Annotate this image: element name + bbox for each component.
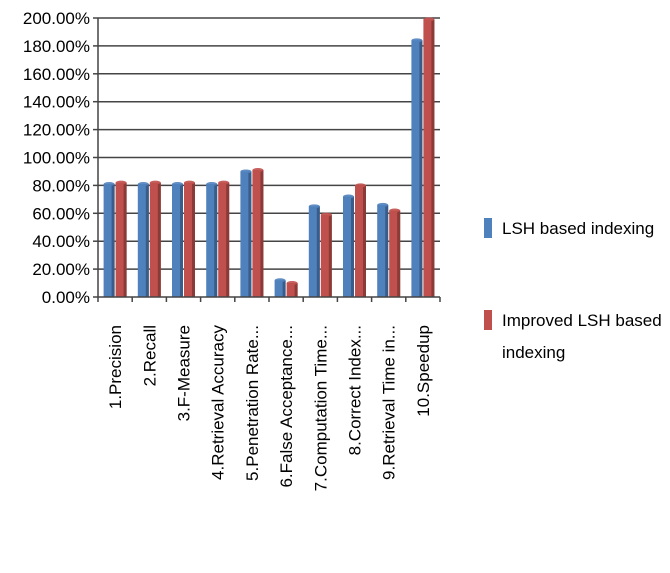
bar-improved-lsh-8 [355,183,366,297]
legend-item-lsh: LSH based indexing [484,218,654,238]
legend-label: indexing [502,343,565,362]
y-tick-label: 0.00% [42,288,90,307]
bar-lsh-5 [240,169,252,297]
x-category-label: 5.Penetration Rate... [243,325,262,481]
legend-swatch [484,218,492,238]
axes [97,18,441,302]
legend-label: Improved LSH based [502,311,662,330]
y-tick-label: 60.00% [32,204,90,223]
legend-item-improved-lsh: Improved LSH based indexing [484,310,662,362]
bar-lsh-7 [308,204,320,297]
bar-improved-lsh-7 [320,212,332,297]
y-tick-label: 80.00% [32,176,90,195]
bar-improved-lsh-6 [286,281,298,297]
bar-lsh-2 [137,182,149,297]
x-category-label: 4.Retrieval Accuracy [209,325,228,480]
legend-label: LSH based indexing [502,219,654,238]
gridlines [98,17,440,270]
x-category-label: 3.F-Measure [175,325,194,421]
bar-improved-lsh-1 [115,180,127,297]
y-tick-label: 100.00% [23,149,90,168]
bar-improved-lsh-4 [218,180,230,297]
y-tick-label: 40.00% [32,232,90,251]
x-category-label: 1.Precision [106,325,125,409]
bar-lsh-9 [377,202,389,297]
y-tick-label: 160.00% [23,65,90,84]
y-tick-label: 120.00% [23,121,90,140]
x-category-label: 8.Correct Index... [346,325,365,455]
y-tick-label: 180.00% [23,37,90,56]
bar-lsh-10 [411,38,423,297]
x-category-label: 7.Computation Time... [311,325,330,491]
bar-improved-lsh-9 [389,208,401,297]
legend: LSH based indexing Improved LSH based inde… [484,218,662,362]
x-category-label: 6.False Acceptance... [277,325,296,488]
bars [103,17,435,298]
x-category-label: 10.Speedup [414,325,433,417]
bar-improved-lsh-3 [184,180,195,297]
bar-lsh-1 [103,182,115,297]
y-tick-label: 200.00% [23,9,90,28]
bar-improved-lsh-10 [423,17,435,298]
y-tick-label: 20.00% [32,260,90,279]
bar-lsh-6 [274,278,286,297]
y-tick-label: 140.00% [23,93,90,112]
bar-lsh-8 [343,194,354,297]
x-category-label: 2.Recall [140,325,159,386]
x-axis-categories: 1.Precision 2.Recall 3.F-Measure 4.Retrieva… [106,325,433,492]
bar-lsh-4 [206,182,218,297]
x-category-label: 9.Retrieval Time in... [380,325,399,480]
bar-lsh-3 [172,182,183,297]
bar-improved-lsh-2 [149,180,161,297]
legend-swatch [484,310,492,330]
bar-improved-lsh-5 [252,168,264,297]
y-axis-ticks: 0.00% 20.00% 40.00% 60.00% 80.00% 100.00% 120.… [23,9,98,307]
